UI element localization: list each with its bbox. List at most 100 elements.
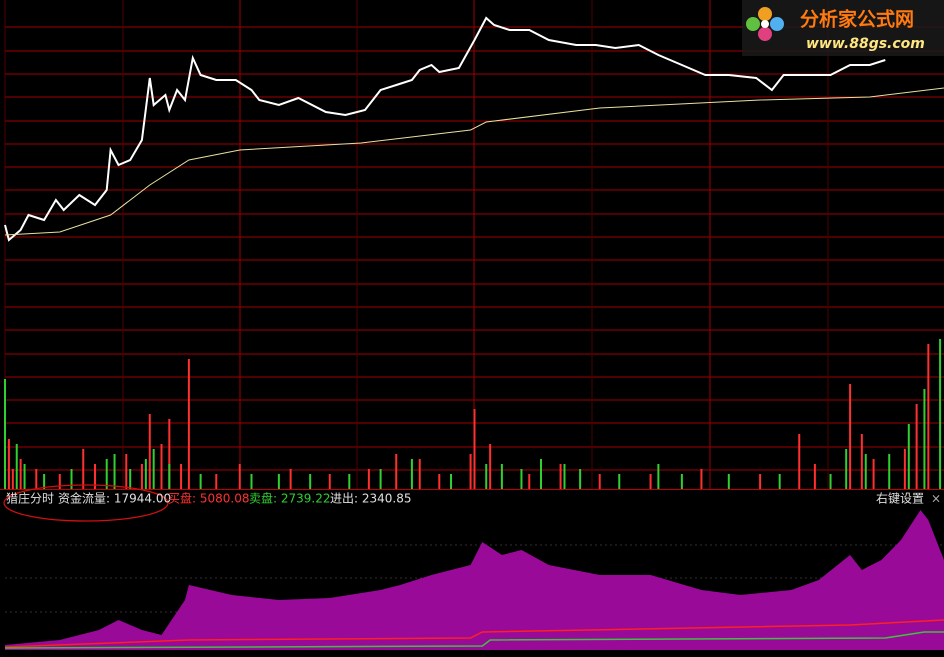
volume-bar bbox=[939, 339, 942, 489]
flow-line bbox=[4, 619, 944, 648]
volume-bar bbox=[473, 409, 476, 489]
volume-bar bbox=[23, 464, 26, 489]
settings-button[interactable]: 右键设置 bbox=[876, 491, 924, 506]
fund-flow: 资金流量: 17944.00 bbox=[58, 491, 171, 506]
volume-bar bbox=[903, 449, 906, 489]
logo-petal bbox=[758, 7, 772, 21]
volume-bar bbox=[58, 474, 61, 489]
volume-bar bbox=[328, 474, 331, 489]
volume-bar bbox=[540, 459, 543, 489]
flow-line bbox=[4, 631, 944, 649]
volume-bar bbox=[19, 459, 22, 489]
volume-bar bbox=[168, 464, 171, 489]
volume-bar bbox=[489, 444, 492, 489]
volume-bar bbox=[759, 474, 762, 489]
volume-bar bbox=[923, 389, 926, 489]
watermark-title: 分析家公式网 bbox=[800, 8, 914, 31]
volume-bar bbox=[849, 384, 852, 489]
volume-bar bbox=[845, 449, 848, 489]
logo-center bbox=[761, 20, 769, 28]
volume-bar bbox=[113, 454, 116, 489]
volume-bar bbox=[35, 469, 38, 489]
volume-bar bbox=[915, 404, 918, 489]
volume-bar bbox=[927, 344, 930, 489]
volume-bar bbox=[559, 464, 562, 489]
volume-bar bbox=[438, 474, 441, 489]
volume-bar bbox=[160, 444, 163, 489]
volume-bar bbox=[907, 424, 910, 489]
logo-petal bbox=[746, 17, 760, 31]
volume-bar bbox=[289, 469, 292, 489]
volume-bar bbox=[528, 474, 531, 489]
flow-area bbox=[5, 510, 944, 650]
volume-bar bbox=[277, 474, 280, 489]
volume-bar bbox=[43, 474, 46, 489]
buy-volume: 买盘: 5080.08 bbox=[168, 491, 249, 506]
volume-bar bbox=[82, 449, 85, 489]
volume-bar bbox=[579, 469, 582, 489]
volume-bar bbox=[864, 454, 867, 489]
volume-bar bbox=[618, 474, 621, 489]
volume-bar bbox=[485, 464, 488, 489]
sell-volume: 卖盘: 2739.22 bbox=[249, 491, 330, 506]
volume-bar bbox=[598, 474, 601, 489]
volume-bar bbox=[309, 474, 312, 489]
volume-bar bbox=[180, 464, 183, 489]
volume-bar bbox=[199, 474, 202, 489]
volume-bar bbox=[367, 469, 370, 489]
volume-bar bbox=[15, 444, 18, 489]
volume-bar bbox=[778, 474, 781, 489]
volume-bar bbox=[829, 474, 832, 489]
volume-bar bbox=[872, 459, 875, 489]
volume-bar bbox=[187, 359, 190, 489]
volume-bar bbox=[4, 379, 6, 489]
volume-bar bbox=[410, 459, 413, 489]
watermark-url: www.88gs.com bbox=[806, 36, 925, 52]
watermark: 分析家公式网 www.88gs.com bbox=[742, 0, 944, 56]
volume-bar bbox=[450, 474, 453, 489]
volume-bar bbox=[7, 439, 10, 489]
volume-bar bbox=[860, 434, 863, 489]
volume-bar bbox=[469, 454, 472, 489]
volume-bar bbox=[500, 464, 503, 489]
grid bbox=[0, 0, 944, 613]
volume-bar bbox=[238, 464, 241, 489]
volume-bar bbox=[70, 469, 73, 489]
logo-petal bbox=[758, 27, 772, 41]
price-line bbox=[4, 87, 944, 236]
highlight-ellipse bbox=[3, 484, 169, 522]
volume-bar bbox=[418, 459, 421, 489]
volume-bar bbox=[215, 474, 218, 489]
volume-bar bbox=[798, 434, 801, 489]
volume-bar bbox=[395, 454, 398, 489]
volume-bar bbox=[168, 419, 171, 489]
volume-bar bbox=[93, 464, 96, 489]
price-line bbox=[4, 16, 886, 242]
volume-bar bbox=[520, 469, 523, 489]
volume-bar bbox=[649, 474, 652, 489]
volume-bar bbox=[700, 469, 703, 489]
volume-bar bbox=[144, 459, 147, 489]
close-button[interactable]: × bbox=[931, 492, 941, 506]
volume-bar bbox=[813, 464, 816, 489]
volume-bar bbox=[11, 469, 14, 489]
volume-bar bbox=[140, 464, 143, 489]
logo-petal bbox=[770, 17, 784, 31]
volume-bar bbox=[379, 469, 382, 489]
volume-bar bbox=[129, 469, 132, 489]
volume-bar bbox=[148, 414, 151, 489]
volume-bar bbox=[888, 454, 891, 489]
volume-bar bbox=[125, 454, 128, 489]
plot bbox=[4, 16, 944, 650]
volume-bar bbox=[727, 474, 730, 489]
volume-bar bbox=[563, 464, 566, 489]
volume-bar bbox=[680, 474, 683, 489]
net-flow: 进出: 2340.85 bbox=[330, 492, 411, 506]
volume-bar bbox=[152, 449, 155, 489]
volume-bar bbox=[105, 459, 108, 489]
volume-bar bbox=[657, 464, 660, 489]
volume-bar bbox=[348, 474, 351, 489]
volume-bar bbox=[250, 474, 253, 489]
